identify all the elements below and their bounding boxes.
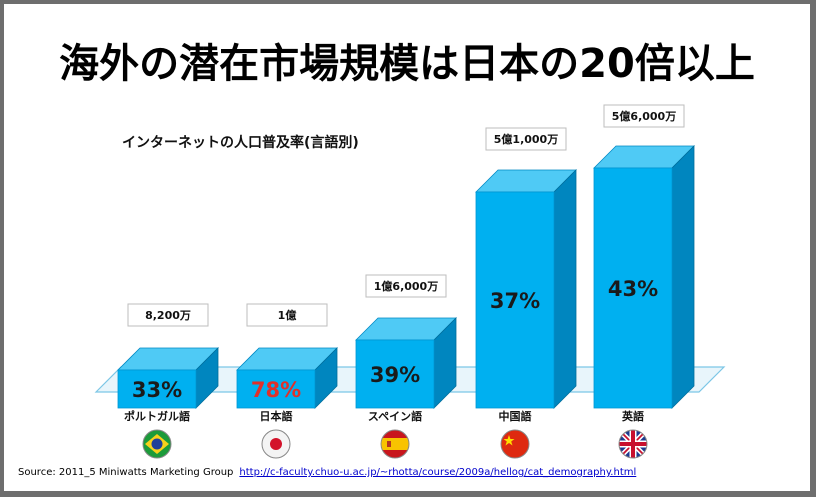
bar: [117, 369, 197, 409]
bar-value-label: 39%: [370, 363, 420, 387]
bar: [236, 369, 316, 409]
slide: 海外の潜在市場規模は日本の20倍以上 インターネットの人口普及率(言語別) 33…: [4, 4, 810, 491]
category-label: ポルトガル語: [124, 409, 190, 423]
page-title: 海外の潜在市場規模は日本の20倍以上: [59, 41, 755, 87]
population-label: 1億: [278, 308, 297, 322]
population-label: 8,200万: [145, 309, 191, 322]
population-label-box: [485, 127, 567, 151]
bar-side: [671, 145, 695, 409]
population-label-box: [246, 303, 328, 327]
chart-bars: 33%8,200万ポルトガル語78%1億日本語39%1億6,000万スペイン語3…: [117, 104, 695, 459]
source-note: Source: 2011_5 Miniwatts Marketing Group…: [18, 467, 636, 478]
chart-title: インターネットの人口普及率(言語別): [122, 135, 359, 151]
category-label: 中国語: [499, 409, 532, 423]
bar-value-label: 37%: [490, 289, 540, 313]
spain-flag-icon: [380, 429, 410, 459]
category-label: スペイン語: [368, 409, 422, 423]
category-label: 日本語: [260, 409, 293, 423]
bar-side: [553, 169, 577, 409]
population-label-box: [127, 303, 209, 327]
bar: [593, 167, 673, 409]
brazil-flag-icon: [142, 429, 172, 459]
population-label: 1億6,000万: [374, 279, 438, 293]
population-label-box: [603, 104, 685, 128]
bar-value-label: 33%: [132, 378, 182, 402]
japan-flag-icon: [261, 429, 291, 459]
bar-value-label: 78%: [251, 378, 301, 402]
bar-chart: 33%8,200万ポルトガル語78%1億日本語39%1億6,000万スペイン語3…: [94, 104, 726, 459]
population-label: 5億6,000万: [612, 109, 676, 123]
bar: [355, 339, 435, 409]
population-label-box: [365, 274, 447, 298]
bar: [475, 191, 555, 409]
bar-value-label: 43%: [608, 277, 658, 301]
population-label: 5億1,000万: [494, 132, 558, 146]
china-flag-icon: [500, 429, 530, 459]
source-text: Source: 2011_5 Miniwatts Marketing Group: [18, 467, 234, 478]
uk-flag-icon: [618, 429, 648, 459]
source-link[interactable]: http://c-faculty.chuo-u.ac.jp/~rhotta/co…: [239, 467, 637, 478]
category-label: 英語: [621, 409, 644, 423]
